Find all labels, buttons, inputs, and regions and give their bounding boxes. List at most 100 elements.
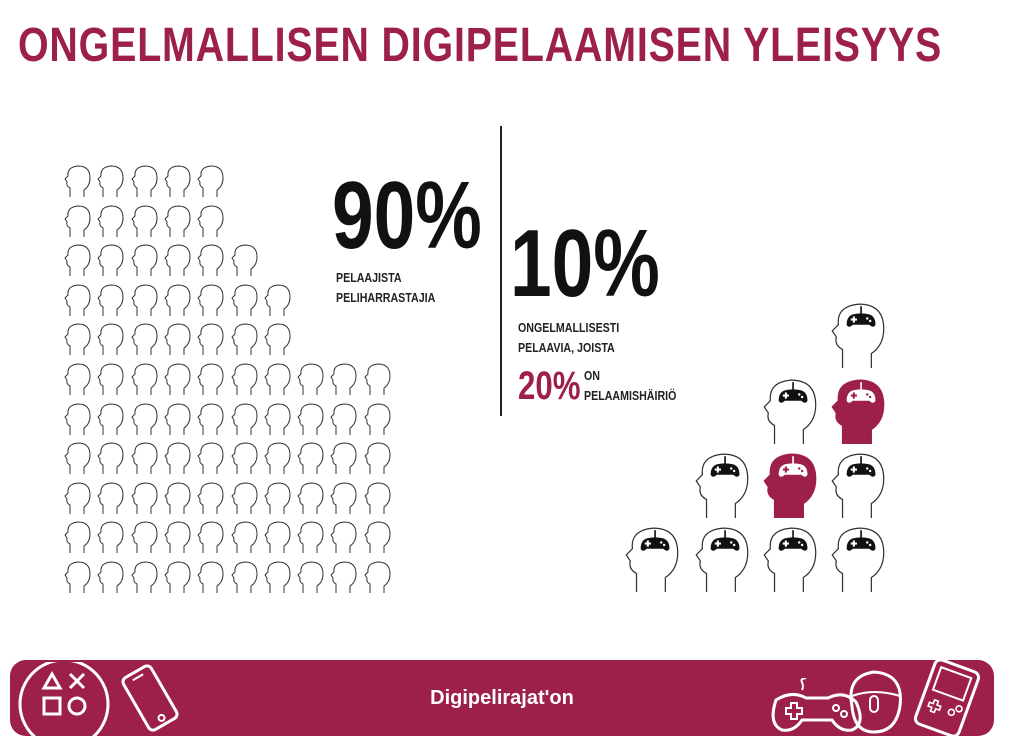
handheld-console-icon: [913, 660, 981, 736]
person-head-icon: [97, 362, 125, 396]
gamer-head-icon: [830, 524, 888, 594]
hobby-caption-line1: PELAAJISTA: [336, 270, 402, 285]
footer-brand-text: Digipelirajat'on: [430, 687, 574, 709]
person-head-icon: [64, 402, 92, 436]
gamer-head-icon: [762, 376, 820, 446]
person-head-icon: [264, 362, 292, 396]
person-head-icon: [164, 243, 192, 277]
person-head-icon: [297, 481, 325, 515]
person-head-icon: [231, 441, 259, 475]
person-head-icon: [131, 362, 159, 396]
mouse-icon: [849, 670, 902, 734]
person-head-icon: [197, 362, 225, 396]
person-head-icon: [231, 481, 259, 515]
person-head-icon: [297, 560, 325, 594]
person-head-icon: [97, 204, 125, 238]
person-head-icon: [64, 243, 92, 277]
person-head-icon: [197, 481, 225, 515]
phone-icon: [121, 664, 179, 732]
person-head-icon: [197, 283, 225, 317]
person-head-icon: [231, 560, 259, 594]
person-head-icon: [97, 283, 125, 317]
person-head-icon: [131, 164, 159, 198]
person-head-icon: [131, 481, 159, 515]
person-head-icon: [131, 283, 159, 317]
person-head-icon: [364, 441, 392, 475]
person-head-icon: [131, 204, 159, 238]
person-head-icon: [97, 560, 125, 594]
gamer-head-disorder-icon: [830, 376, 888, 446]
person-head-icon: [131, 243, 159, 277]
person-head-icon: [64, 283, 92, 317]
console-buttons-icon: [18, 662, 110, 736]
person-head-icon: [197, 560, 225, 594]
disorder-label: PELAAMISHÄIRIÖ: [584, 388, 677, 403]
person-head-icon: [264, 481, 292, 515]
person-head-icon: [330, 402, 358, 436]
problem-caption-line1: ONGELMALLISESTI: [518, 320, 620, 335]
person-head-icon: [364, 520, 392, 554]
gamer-head-disorder-icon: [762, 450, 820, 520]
gamer-head-icon: [830, 300, 888, 370]
person-head-icon: [197, 520, 225, 554]
person-head-icon: [164, 481, 192, 515]
person-head-icon: [64, 362, 92, 396]
person-head-icon: [264, 441, 292, 475]
person-head-icon: [297, 402, 325, 436]
gamer-head-icon: [624, 524, 682, 594]
person-head-icon: [164, 164, 192, 198]
person-head-icon: [330, 560, 358, 594]
person-head-icon: [164, 283, 192, 317]
person-head-icon: [197, 441, 225, 475]
person-head-icon: [297, 441, 325, 475]
person-head-icon: [330, 362, 358, 396]
person-head-icon: [264, 283, 292, 317]
person-head-icon: [64, 520, 92, 554]
person-head-icon: [97, 481, 125, 515]
person-head-icon: [197, 402, 225, 436]
person-head-icon: [197, 243, 225, 277]
person-head-icon: [64, 164, 92, 198]
hobby-percent: 90%: [332, 162, 482, 269]
gamer-head-icon: [762, 524, 820, 594]
person-head-icon: [297, 362, 325, 396]
person-head-icon: [231, 322, 259, 356]
footer-banner: Digipelirajat'on: [10, 660, 994, 736]
person-head-icon: [330, 520, 358, 554]
person-head-icon: [197, 204, 225, 238]
person-head-icon: [164, 560, 192, 594]
person-head-icon: [197, 322, 225, 356]
problem-percent: 10%: [510, 210, 660, 317]
person-head-icon: [231, 402, 259, 436]
person-head-icon: [131, 520, 159, 554]
person-head-icon: [264, 520, 292, 554]
person-head-icon: [131, 441, 159, 475]
problem-caption-line2: PELAAVIA, JOISTA: [518, 340, 615, 355]
divider: [500, 126, 502, 416]
person-head-icon: [164, 520, 192, 554]
gamer-head-icon: [694, 450, 752, 520]
person-head-icon: [64, 322, 92, 356]
person-head-icon: [97, 402, 125, 436]
person-head-icon: [164, 322, 192, 356]
person-head-icon: [164, 441, 192, 475]
disorder-on-label: ON: [584, 368, 600, 383]
person-head-icon: [64, 441, 92, 475]
person-head-icon: [97, 243, 125, 277]
person-head-icon: [364, 560, 392, 594]
disorder-percent: 20%: [518, 364, 581, 408]
person-head-icon: [231, 243, 259, 277]
person-head-icon: [164, 402, 192, 436]
person-head-icon: [131, 560, 159, 594]
person-head-icon: [364, 402, 392, 436]
person-head-icon: [131, 322, 159, 356]
person-head-icon: [364, 481, 392, 515]
gamepad-icon: [771, 678, 862, 732]
person-head-icon: [64, 204, 92, 238]
person-head-icon: [97, 520, 125, 554]
page-title: ONGELMALLISEN DIGIPELAAMISEN YLEISYYS: [18, 19, 943, 72]
person-head-icon: [330, 441, 358, 475]
gamer-head-icon: [694, 524, 752, 594]
